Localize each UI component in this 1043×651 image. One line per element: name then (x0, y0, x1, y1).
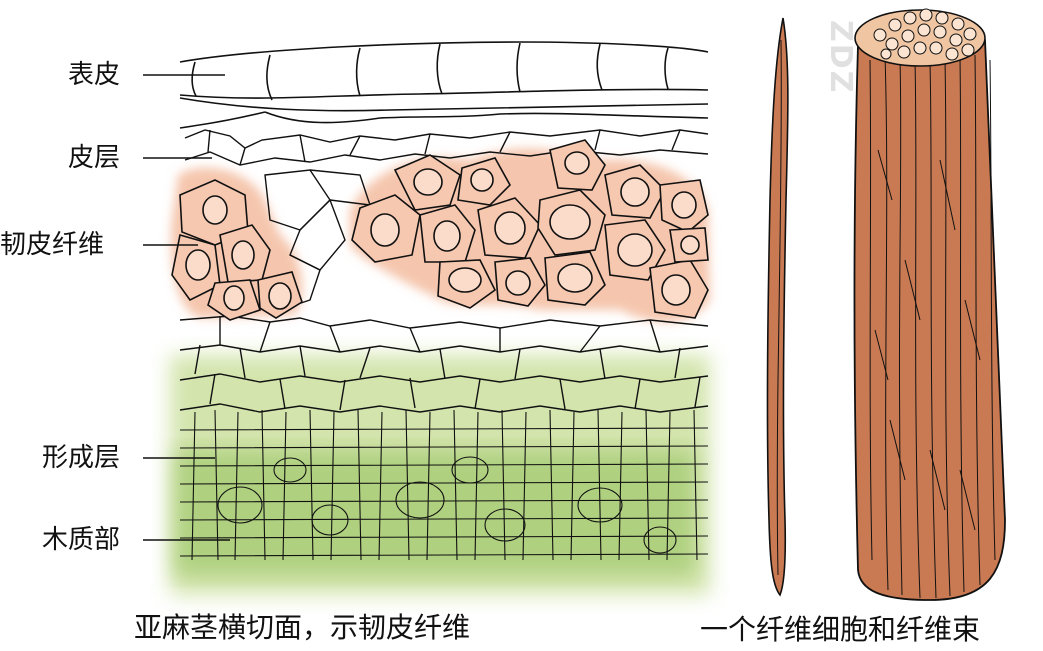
watermark: ZDZ (823, 20, 858, 95)
epidermis-cells (179, 41, 709, 129)
leader-lines (143, 74, 230, 541)
label-cambium: 形成层 (42, 443, 121, 473)
phloem-fiber-cells (171, 139, 709, 321)
caption-fiber-bundle: 一个纤维细胞和纤维束 (700, 613, 981, 646)
label-epidermis: 表皮 (68, 60, 121, 90)
cambium-xylem-cells (179, 409, 709, 561)
cross-section (143, 41, 710, 595)
label-cortex: 皮层 (68, 143, 121, 173)
cortex-cells (179, 129, 709, 413)
label-phloem-fiber: 韧皮纤维 (0, 230, 105, 260)
fiber-bundle (853, 8, 1006, 601)
caption-cross-section: 亚麻茎横切面，示韧皮纤维 (134, 611, 471, 644)
xylem-region (170, 355, 710, 595)
label-xylem: 木质部 (42, 525, 121, 555)
single-fiber-cell (766, 17, 789, 597)
